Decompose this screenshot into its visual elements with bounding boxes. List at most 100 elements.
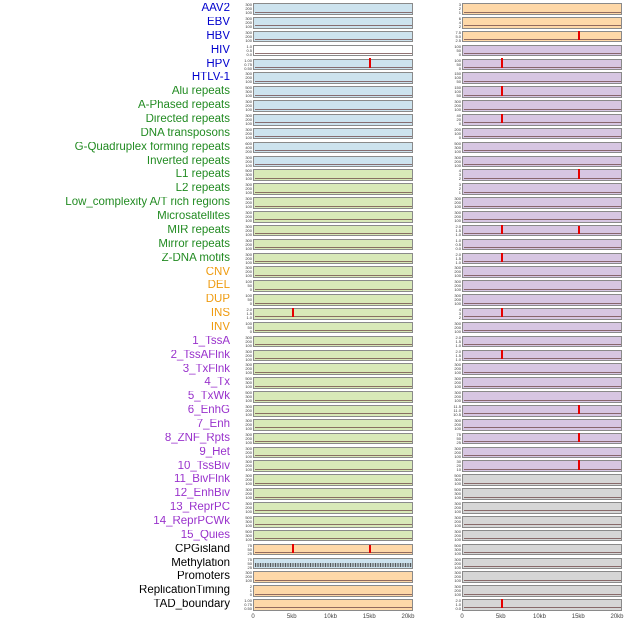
left-track-panel (253, 377, 413, 389)
y-tick-label: 100 (245, 37, 252, 43)
signal-trace (254, 371, 412, 373)
y-tick-label: 100 (245, 370, 252, 376)
column-gap (413, 36, 449, 37)
row-label: CPGisland (175, 543, 230, 555)
signal-trace (254, 399, 412, 401)
row-label: DNA transposons (140, 127, 231, 139)
enrichment-spike (500, 598, 503, 609)
y-tick-label: 50 (247, 324, 252, 330)
track-row: ReplicationTiming2103002001000 (0, 584, 630, 598)
y-tick-label: 200 (454, 518, 461, 524)
enrichment-spike (578, 30, 581, 41)
right-track-panel (462, 418, 622, 431)
y-tick-label: 300 (245, 114, 252, 118)
right-track-panel (462, 183, 622, 195)
y-tick-label: 500 (245, 86, 252, 91)
column-gap (413, 563, 449, 564)
enrichment-spike (291, 543, 294, 554)
left-track-panel (253, 391, 413, 403)
y-tick-label: 300 (245, 460, 252, 465)
right-track-panel (462, 529, 622, 542)
right-track-panel (462, 197, 622, 209)
row-label: L2 repeats (175, 183, 230, 195)
y-tick-label: 2.0 (455, 599, 461, 604)
signal-trace (463, 538, 621, 540)
enrichment-spike (500, 113, 503, 124)
left-track-panel (253, 418, 413, 431)
left-track-panel (253, 294, 413, 306)
left-y-axis-ticks: 3002001000 (235, 3, 253, 15)
y-tick-label: 2 (458, 176, 461, 182)
signal-trace (254, 510, 412, 512)
column-gap (413, 216, 449, 217)
track-row: MIR repeats 3002001000 2.01.51.00.5 (0, 224, 630, 238)
column-gap (413, 119, 449, 120)
signal-trace (463, 344, 621, 346)
column-gap (413, 230, 449, 231)
y-tick-label: 1.0 (455, 356, 461, 362)
y-tick-label: 0.75 (244, 61, 252, 67)
y-tick-label: 300 (245, 72, 252, 77)
right-y-axis-ticks: 2.01.51.00.50.0 (449, 336, 462, 348)
right-track-panel (462, 224, 622, 237)
right-track-panel (462, 363, 622, 376)
column-gap (413, 521, 449, 522)
y-tick-label: 100 (245, 356, 252, 362)
signal-trace (254, 538, 412, 540)
left-track-panel (253, 335, 413, 348)
signal-trace (254, 233, 412, 235)
y-tick-label: 200 (454, 324, 461, 330)
row-label: 9_Het (199, 446, 230, 458)
row-label: 13_ReprPC (169, 502, 230, 514)
y-tick-label: 300 (454, 321, 461, 326)
y-tick-label: 200 (454, 269, 461, 275)
left-y-axis-ticks: 1.000.750.500.250.00 (235, 59, 253, 71)
row-label: INV (210, 321, 230, 333)
signal-trace (463, 496, 621, 498)
left-y-axis-ticks: 3002001000 (235, 114, 253, 126)
column-gap (413, 244, 449, 245)
y-tick-label: 200 (454, 200, 461, 206)
row-label: HIV (210, 44, 230, 56)
signal-trace (463, 316, 621, 318)
left-track-panel (253, 86, 413, 98)
y-tick-label: 100 (245, 453, 252, 459)
track-row: HTLV-1 3002001000 150100500 (0, 71, 630, 85)
right-y-axis-ticks: 3002001000 (449, 294, 462, 306)
y-tick-label: 200 (245, 408, 252, 414)
y-tick-label: 300 (454, 100, 461, 105)
right-y-axis-ticks: 3002001000 (449, 571, 462, 583)
y-tick-label: 100 (454, 107, 461, 112)
left-track-panel (253, 238, 413, 251)
signal-trace (463, 25, 621, 27)
y-tick-label: 1.0 (455, 231, 461, 237)
y-tick-label: 10.5 (453, 412, 461, 417)
signal-trace (463, 552, 621, 554)
signal-trace (254, 496, 412, 498)
left-y-axis-ticks: 3002001000 (235, 571, 253, 583)
left-y-axis-ticks: 3002001000 (235, 336, 253, 348)
y-tick-label: 200 (454, 214, 461, 220)
y-tick-label: 1.00 (244, 599, 252, 604)
y-tick-label: 25 (247, 550, 252, 556)
row-label: HPV (206, 58, 230, 70)
right-y-axis-ticks: 3002001000 (449, 391, 462, 403)
track-row: 13_ReprPC 3002001000 3002001000 (0, 501, 630, 515)
row-label: ReplicationTiming (139, 585, 230, 597)
x-tick-label: 20kb (401, 614, 415, 620)
signal-trace (463, 39, 621, 41)
y-tick-label: 100 (454, 425, 461, 431)
y-tick-label: 200 (454, 421, 461, 427)
y-tick-label: 0 (458, 121, 461, 126)
y-tick-label: 1.5 (455, 255, 461, 261)
y-tick-label: 0.75 (244, 602, 252, 608)
y-tick-label: 200 (245, 463, 252, 469)
row-label: HBV (206, 30, 230, 42)
y-tick-label: 1.5 (455, 227, 461, 233)
y-tick-label: 0.50 (244, 65, 252, 71)
y-tick-label: 300 (454, 515, 461, 520)
row-label: Microsatellites (157, 211, 230, 223)
signal-trace (463, 371, 621, 373)
